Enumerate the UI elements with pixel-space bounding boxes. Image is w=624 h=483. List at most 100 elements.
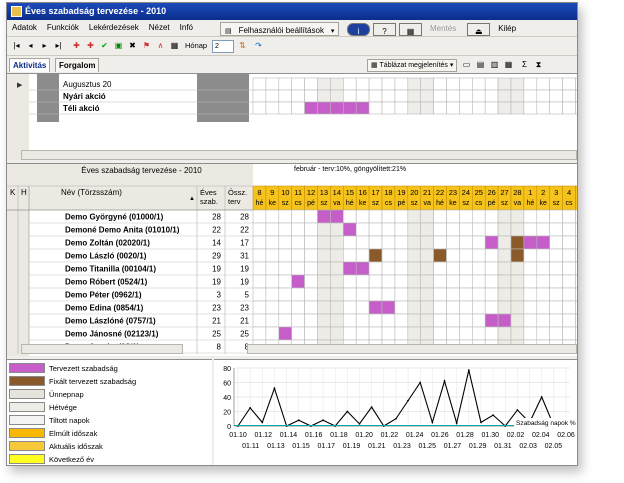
day-cell xyxy=(510,222,525,237)
day-number: 14 xyxy=(333,188,341,197)
confirm-icon[interactable]: ✔ xyxy=(101,41,108,50)
menu-adatok[interactable]: Adatok xyxy=(12,23,37,32)
days-scrollbar[interactable] xyxy=(247,344,577,354)
day-weekday: va xyxy=(333,200,341,207)
day-cell xyxy=(433,235,447,250)
save-icon[interactable]: ▦ xyxy=(399,22,422,36)
day-cell xyxy=(471,222,486,237)
day-weekday: pé xyxy=(397,200,405,207)
day-cell xyxy=(575,261,577,276)
table-display-dropdown[interactable]: ▦ Táblázat megjelenítés ▾ xyxy=(367,59,458,72)
day-cell xyxy=(523,248,538,263)
day-cell xyxy=(304,287,318,302)
day-cell xyxy=(342,261,357,276)
legend-item: Tiltott napok xyxy=(7,415,212,426)
activity-scrollbar[interactable] xyxy=(21,150,577,160)
day-cell xyxy=(497,248,512,263)
day-cell xyxy=(368,326,383,341)
tab-aktivitas[interactable]: Aktivitás xyxy=(9,58,51,72)
filter-icon[interactable]: ⧗ xyxy=(535,60,542,69)
add-record-icon[interactable]: ✚ xyxy=(87,41,94,50)
activity-cell xyxy=(471,89,486,103)
excel-icon[interactable]: ▣ xyxy=(114,41,123,50)
activity-cell xyxy=(510,77,525,91)
refresh-icon[interactable]: ↷ xyxy=(255,41,262,50)
day-weekday: hé xyxy=(346,200,354,207)
kilep-label[interactable]: Kilép xyxy=(498,24,517,33)
menu-nezet[interactable]: Nézet xyxy=(148,23,170,32)
activity-cell xyxy=(265,101,280,115)
day-cell xyxy=(575,248,577,263)
view-icon-2[interactable]: ▤ xyxy=(476,60,485,69)
day-cell xyxy=(394,248,409,263)
day-cell xyxy=(446,261,460,276)
exit-icon[interactable]: ⏏ xyxy=(467,22,491,36)
sum-icon[interactable]: Σ xyxy=(522,60,527,69)
help-icon[interactable]: ? xyxy=(373,22,396,36)
last-record-icon[interactable]: ▸| xyxy=(55,41,62,50)
day-cell xyxy=(497,261,512,276)
next-record-icon[interactable]: ▸ xyxy=(42,41,47,50)
day-cell xyxy=(536,287,550,302)
day-cell xyxy=(291,222,305,237)
legend-swatch xyxy=(9,441,45,451)
first-record-icon[interactable]: |◂ xyxy=(13,41,20,50)
chart-icon[interactable]: ∧ xyxy=(157,41,164,50)
day-cell xyxy=(355,274,370,289)
day-number: 12 xyxy=(307,188,315,197)
day-cell xyxy=(510,300,525,315)
day-cell xyxy=(252,326,267,341)
data-point xyxy=(358,422,361,425)
delete-icon[interactable]: ✖ xyxy=(129,41,136,50)
view-icon-4[interactable]: ▦ xyxy=(504,60,513,69)
activity-cell xyxy=(355,77,370,91)
info-icon[interactable]: i xyxy=(347,22,370,36)
day-number: 20 xyxy=(410,188,418,197)
activity-cell xyxy=(291,101,305,115)
day-weekday: sz xyxy=(501,200,509,207)
legend-item: Hétvége xyxy=(7,402,212,413)
day-cell xyxy=(459,300,473,315)
day-cell xyxy=(394,209,409,224)
day-cell xyxy=(433,287,447,302)
day-cell xyxy=(523,326,538,341)
activity-cell xyxy=(265,77,280,91)
day-cell xyxy=(446,248,460,263)
day-weekday: sz xyxy=(320,200,328,207)
activity-label: Téli akció xyxy=(63,104,100,113)
day-header-cell xyxy=(575,185,577,211)
x-tick-label: 01.14 xyxy=(280,432,298,439)
names-scrollbar[interactable] xyxy=(21,344,183,354)
month-input[interactable]: 2 xyxy=(212,40,234,53)
view-icon-3[interactable]: ▥ xyxy=(490,60,499,69)
user-settings-dropdown[interactable]: ▤ Felhasználói beállítások ▾ xyxy=(220,22,340,36)
day-cell xyxy=(549,235,563,250)
activity-cell xyxy=(394,89,409,103)
add-icon[interactable]: ✚ xyxy=(73,41,80,50)
menu-info[interactable]: Infó xyxy=(179,23,193,32)
day-cell xyxy=(510,287,525,302)
x-tick-label: 01.12 xyxy=(254,432,272,439)
calendar-icon[interactable]: ▦ xyxy=(170,41,179,50)
day-cell xyxy=(381,222,396,237)
data-point xyxy=(407,399,409,402)
flag-icon[interactable]: ⚑ xyxy=(142,41,151,50)
day-cell xyxy=(407,287,421,302)
x-tick-label: 01.19 xyxy=(343,443,361,450)
menu-lekerdezesek[interactable]: Lekérdezések xyxy=(88,23,139,32)
day-cell xyxy=(510,313,525,328)
sort-icon[interactable]: ⇅ xyxy=(239,41,246,50)
col-ossz-label: terv xyxy=(228,197,241,206)
view-icon-1[interactable]: ▭ xyxy=(462,60,471,69)
activity-cell xyxy=(523,101,538,115)
menu-funkciok[interactable]: Funkciók xyxy=(46,23,79,32)
day-weekday: ke xyxy=(359,200,367,207)
day-cell xyxy=(549,248,563,263)
day-cell xyxy=(471,235,486,250)
tab-forgalom[interactable]: Forgalom xyxy=(55,58,100,72)
day-cell xyxy=(459,274,473,289)
day-cell xyxy=(459,235,473,250)
x-tick-label: 01.13 xyxy=(267,443,285,450)
mentes-label[interactable]: Mentés xyxy=(430,24,457,33)
prev-record-icon[interactable]: ◂ xyxy=(28,41,33,50)
